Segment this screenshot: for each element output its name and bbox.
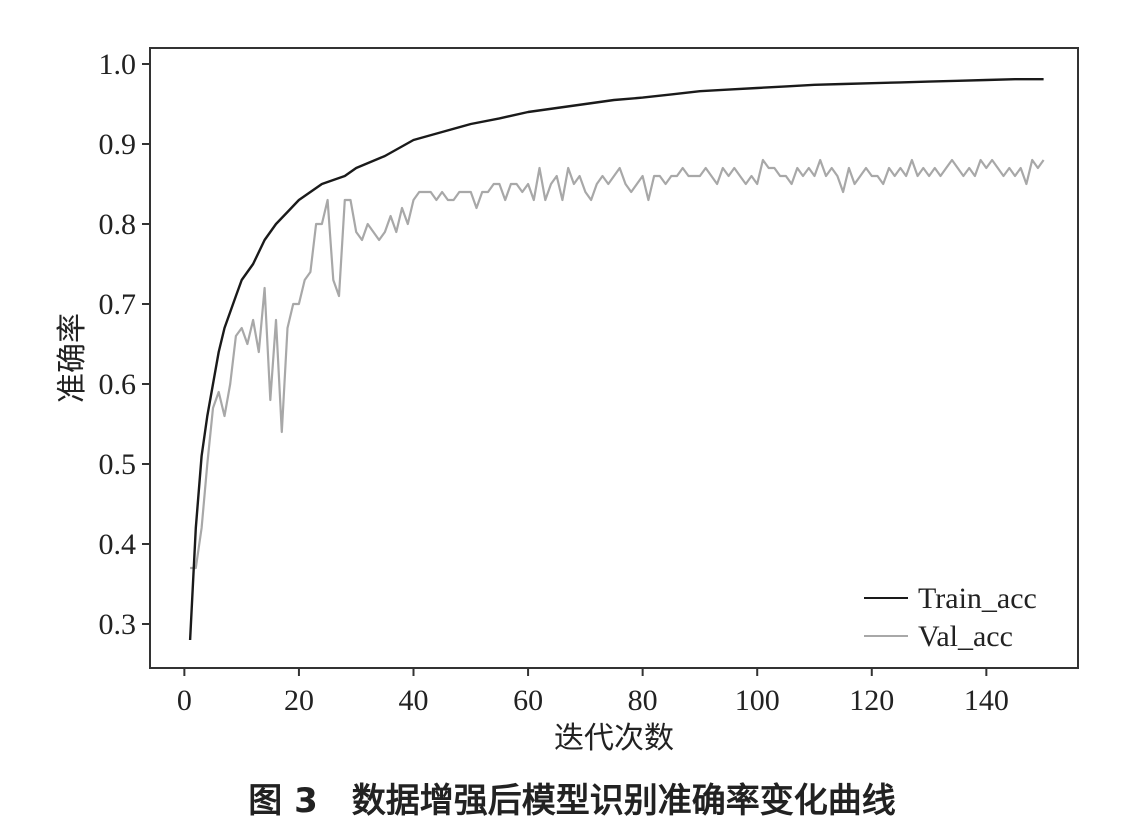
x-axis: 0 20 40 60 80 100 120 140: [177, 668, 1009, 717]
legend-label-train: Train_acc: [918, 582, 1037, 615]
y-tick-label: 0.6: [99, 368, 137, 401]
x-axis-title: 迭代次数: [554, 721, 674, 756]
y-tick-label: 0.4: [99, 528, 137, 561]
series-layer: [188, 77, 1045, 641]
legend-label-val: Val_acc: [918, 620, 1013, 653]
series-line-val-acc: [190, 158, 1045, 570]
y-tick-label: 0.9: [99, 128, 137, 161]
y-axis-title: 准确率: [55, 313, 90, 403]
x-tick-label: 20: [284, 684, 314, 717]
x-tick-label: 60: [513, 684, 543, 717]
y-tick-label: 0.3: [99, 608, 137, 641]
y-axis: 0.3 0.4 0.5 0.6 0.7 0.8 0.9 1.0: [99, 48, 150, 641]
series-line-train-acc: [188, 77, 1044, 641]
y-tick-label: 0.7: [99, 288, 137, 321]
y-tick-label: 0.5: [99, 448, 137, 481]
x-tick-label: 140: [964, 684, 1009, 717]
x-tick-label: 40: [399, 684, 429, 717]
y-tick-label: 1.0: [99, 48, 137, 81]
x-tick-label: 0: [177, 684, 192, 717]
legend: Train_acc Val_acc: [864, 582, 1037, 653]
x-tick-label: 120: [849, 684, 894, 717]
x-tick-label: 100: [735, 684, 780, 717]
x-tick-label: 80: [628, 684, 658, 717]
plot-frame: [149, 47, 1079, 669]
y-tick-label: 0.8: [99, 208, 137, 241]
figure-caption: 图 3 数据增强后模型识别准确率变化曲线: [248, 781, 896, 821]
